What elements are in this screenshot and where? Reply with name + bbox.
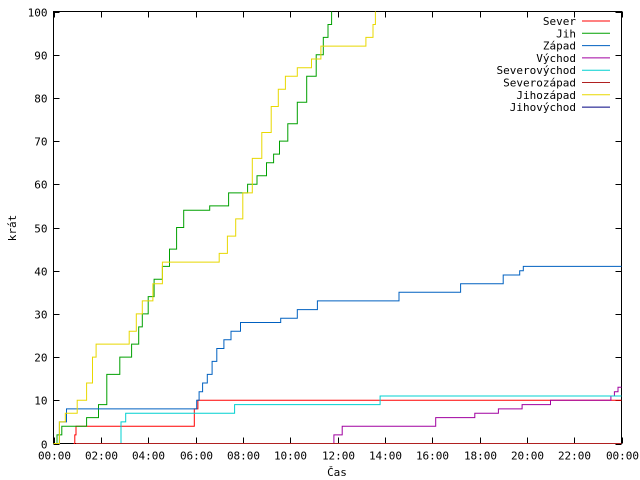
y-axis-label: krát: [6, 215, 19, 242]
x-tick-label: 20:00: [511, 450, 544, 463]
y-tick-label: 0: [41, 439, 48, 452]
y-tick-label: 20: [34, 352, 47, 365]
x-axis-label: Čas: [327, 466, 347, 479]
y-tick-label: 90: [34, 50, 47, 63]
axis-ticks: 0 10 20 30 40 50 60 70 80 90 100 00:00 02:00 04:00 06:…: [28, 7, 639, 463]
x-tick-label: 10:00: [274, 450, 307, 463]
legend: SeverJihZápadVýchodSeverovýchodSeverozáp…: [497, 15, 610, 114]
series-line: [73, 399, 622, 444]
legend-label: Západ: [543, 40, 576, 53]
series-line: [53, 11, 376, 444]
legend-label: Severovýchod: [497, 64, 576, 77]
y-tick-label: 70: [34, 136, 47, 149]
y-tick-label: 60: [34, 179, 47, 192]
x-tick-label: 18:00: [464, 450, 497, 463]
legend-label: Severozápad: [503, 77, 576, 90]
y-tick-label: 80: [34, 93, 47, 106]
x-tick-label: 22:00: [558, 450, 591, 463]
x-tick-label: 08:00: [227, 450, 260, 463]
y-tick-label: 100: [28, 7, 48, 20]
x-tick-label: 12:00: [322, 450, 355, 463]
series-line: [53, 265, 622, 444]
series-line: [331, 386, 622, 444]
x-tick-label: 00:00: [606, 450, 639, 463]
y-tick-label: 30: [34, 309, 47, 322]
y-tick-label: 50: [34, 223, 47, 236]
y-tick-label: 10: [34, 395, 47, 408]
x-tick-label: 06:00: [180, 450, 213, 463]
x-tick-label: 14:00: [369, 450, 402, 463]
x-tick-label: 16:00: [416, 450, 449, 463]
series-lines: [53, 11, 622, 444]
series-line: [118, 395, 622, 444]
x-tick-label: 02:00: [85, 450, 118, 463]
series-line: [54, 11, 333, 444]
x-tick-label: 04:00: [132, 450, 165, 463]
legend-label: Sever: [543, 15, 576, 28]
legend-label: Jihovýchod: [510, 101, 576, 114]
legend-label: Jih: [556, 27, 576, 40]
legend-label: Východ: [536, 52, 576, 65]
y-tick-label: 40: [34, 266, 47, 279]
legend-label: Jihozápad: [516, 89, 576, 102]
x-tick-label: 00:00: [38, 450, 71, 463]
